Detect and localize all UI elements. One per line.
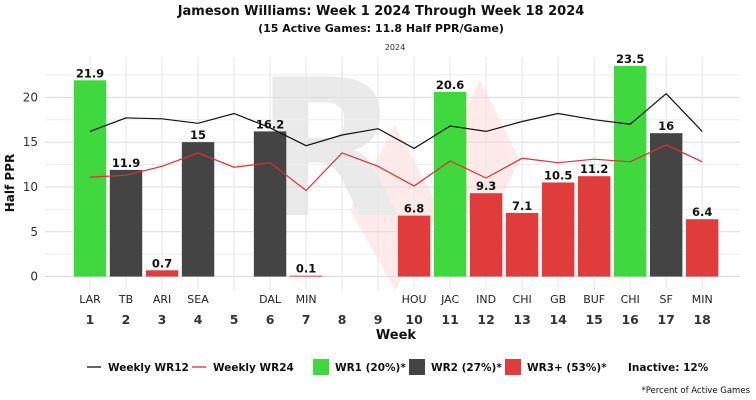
opponent-label: JAC [440, 293, 459, 306]
bar-value-label: 20.6 [436, 78, 464, 92]
bar-value-label: 7.1 [512, 199, 532, 213]
bar-value-label: 16 [658, 119, 674, 133]
opponent-label: GB [550, 293, 566, 306]
legend-label: Inactive: 12% [628, 362, 709, 374]
opponent-label: TB [118, 293, 133, 306]
y-axis-ticks: 0 5 10 15 20 [23, 90, 38, 283]
opponent-label: DAL [259, 293, 282, 306]
opponent-label: ARI [153, 293, 171, 306]
x-tick-label: 6 [266, 312, 275, 327]
y-tick-label: 0 [30, 270, 38, 284]
bar-week-14 [541, 182, 575, 277]
x-tick-label: 9 [374, 312, 383, 327]
opponent-label: CHI [621, 293, 640, 306]
legend-label: WR2 (27%)* [431, 362, 502, 374]
season-label: 2024 [385, 43, 405, 52]
x-tick-label: 5 [230, 312, 239, 327]
opponent-label: HOU [402, 293, 427, 306]
y-tick-label: 20 [23, 90, 38, 104]
y-tick-label: 15 [23, 135, 38, 149]
opponent-label: MIN [296, 293, 317, 306]
legend-swatch-wr3 [505, 359, 521, 375]
x-tick-label: 14 [549, 312, 567, 327]
x-tick-label: 15 [585, 312, 602, 327]
bar-week-2 [109, 169, 143, 277]
bar-week-4 [181, 142, 215, 277]
opponent-label: IND [476, 293, 496, 306]
legend-label: Weekly WR24 [213, 362, 294, 374]
opponent-label: BUF [583, 293, 605, 306]
bar-week-16 [613, 65, 647, 277]
legend-swatch-wr2 [409, 359, 425, 375]
x-tick-label: 10 [405, 312, 423, 327]
bar-week-3 [145, 270, 179, 277]
x-tick-label: 1 [86, 312, 95, 327]
series-line-weekly-wr24 [89, 144, 703, 192]
bar-value-label: 15 [190, 128, 206, 142]
series-line-weekly-wr12 [89, 92, 703, 150]
bar-week-18 [685, 219, 719, 277]
legend: Weekly WR12 Weekly WR24 WR1 (20%)* WR2 (27%… [87, 359, 709, 375]
bar-value-label: 0.7 [152, 256, 172, 270]
opponent-label: SF [660, 293, 673, 306]
bar-week-13 [505, 212, 539, 277]
bar-week-17 [649, 133, 683, 277]
opponent-label: MIN [692, 293, 713, 306]
x-tick-label: 8 [338, 312, 347, 327]
bar-labels: 21.9 11.9 0.7 15 16.2 0.1 6.8 20.6 9.3 7.1 10.5 11.… [76, 52, 713, 276]
x-tick-label: 3 [158, 312, 167, 327]
legend-label: WR1 (20%)* [335, 362, 406, 374]
bar-week-15 [577, 176, 611, 277]
bar-value-label: 6.8 [404, 202, 424, 216]
series-lines [89, 92, 703, 192]
bar-week-1 [73, 80, 107, 277]
opponent-label: LAR [79, 293, 101, 306]
bar-week-7 [289, 275, 323, 277]
bar-week-12 [469, 193, 503, 277]
x-tick-label: 12 [477, 312, 494, 327]
x-tick-label: 4 [194, 312, 203, 327]
chart-subtitle: (15 Active Games: 11.8 Half PPR/Game) [258, 22, 504, 35]
bar-value-label: 6.4 [692, 205, 712, 219]
bar-week-10 [397, 215, 431, 277]
x-tick-label: 17 [657, 312, 674, 327]
x-axis-ticks: 1 2 3 4 5 6 7 8 9 10 11 12 13 14 15 16 17 18 [86, 312, 711, 327]
bar-value-label: 11.2 [580, 162, 608, 176]
bar-value-label: 0.1 [296, 262, 316, 276]
bar-value-label: 11.9 [112, 156, 140, 170]
bars [73, 65, 719, 277]
x-tick-label: 16 [621, 312, 639, 327]
footnote: *Percent of Active Games [641, 386, 750, 396]
x-tick-label: 2 [122, 312, 131, 327]
bar-value-label: 21.9 [76, 66, 104, 80]
bar-value-label: 16.2 [256, 117, 284, 131]
x-tick-label: 11 [441, 312, 458, 327]
y-tick-label: 10 [23, 180, 38, 194]
y-tick-label: 5 [30, 225, 38, 239]
legend-label: Weekly WR12 [108, 362, 189, 374]
opponent-label: CHI [513, 293, 532, 306]
x-axis-label: Week [376, 328, 417, 343]
bar-week-6 [253, 131, 287, 277]
y-axis-label: Half PPR [3, 154, 17, 212]
opponent-label: SEA [187, 293, 209, 306]
opponent-labels: LAR TB ARI SEA DAL MIN HOU JAC IND CHI GB BUF CHI SF M… [79, 293, 712, 306]
legend-label: WR3+ (53%)* [527, 362, 607, 374]
bar-week-11 [433, 91, 467, 277]
bar-value-label: 23.5 [616, 52, 644, 66]
legend-swatch-wr1 [313, 359, 329, 375]
bar-value-label: 9.3 [476, 179, 496, 193]
x-tick-label: 18 [693, 312, 710, 327]
chart-title: Jameson Williams: Week 1 2024 Through We… [177, 4, 585, 19]
x-tick-label: 7 [302, 312, 311, 327]
bar-value-label: 10.5 [544, 168, 572, 182]
x-tick-label: 13 [513, 312, 530, 327]
